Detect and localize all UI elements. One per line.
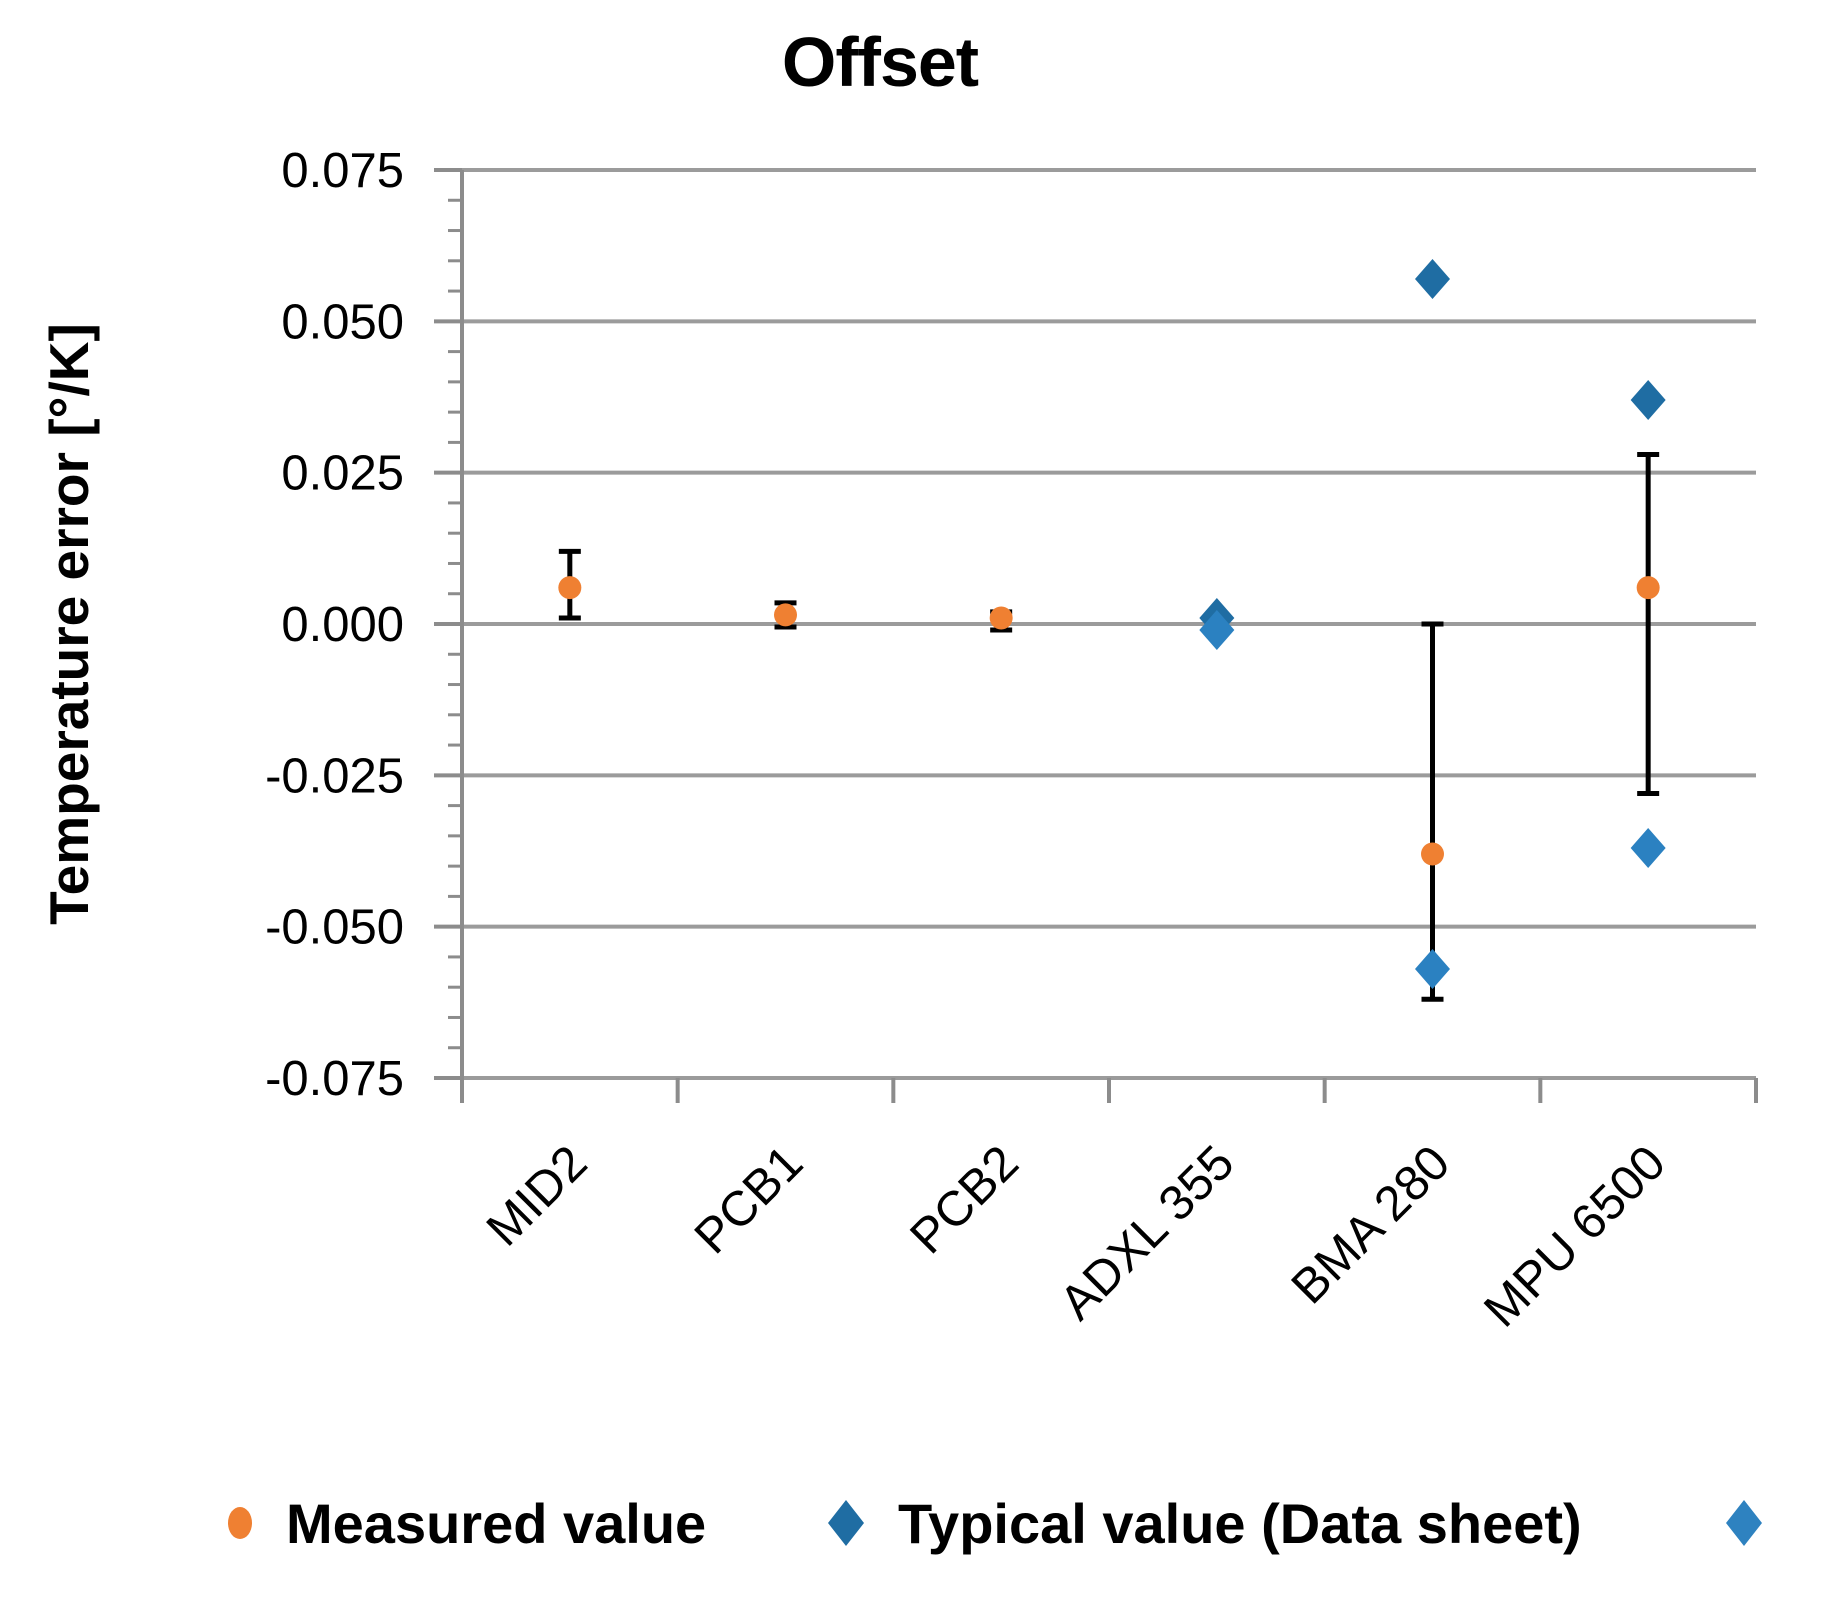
legend-circle-marker-icon bbox=[228, 1507, 252, 1539]
typical-point-lower bbox=[1630, 827, 1666, 868]
measured-point bbox=[1421, 842, 1444, 866]
typical-point-upper bbox=[1630, 380, 1666, 421]
legend-item: Measured value bbox=[228, 1486, 706, 1560]
y-tick-label: 0.000 bbox=[281, 598, 404, 652]
legend-item: Typical value (Data sheet) bbox=[828, 1486, 1582, 1560]
legend-diamond-marker-icon bbox=[828, 1500, 864, 1546]
measured-point bbox=[558, 576, 582, 600]
measured-point bbox=[774, 603, 797, 627]
y-tick-label: 0.050 bbox=[281, 295, 404, 349]
legend: Measured value Typical value (Data sheet) bbox=[0, 1486, 1829, 1560]
category-label: MPU 6500 bbox=[1474, 1136, 1676, 1338]
y-tick-label: 0.025 bbox=[281, 447, 404, 501]
measured-point bbox=[1636, 576, 1660, 600]
legend-label: Measured value bbox=[286, 1491, 707, 1555]
category-label: BMA 280 bbox=[1281, 1136, 1460, 1315]
y-tick-label: -0.075 bbox=[265, 1052, 404, 1106]
y-tick-label: -0.025 bbox=[265, 749, 404, 803]
category-label: PCB1 bbox=[685, 1136, 814, 1265]
category-label: PCB2 bbox=[900, 1136, 1029, 1265]
legend-item bbox=[1726, 1486, 1762, 1560]
y-tick-label: 0.075 bbox=[281, 144, 404, 198]
legend-diamond-marker-icon bbox=[1726, 1500, 1762, 1546]
y-tick-label: -0.050 bbox=[265, 901, 404, 955]
typical-point-upper bbox=[1415, 258, 1450, 299]
category-label: ADXL 355 bbox=[1050, 1136, 1245, 1331]
measured-point bbox=[989, 606, 1013, 630]
chart-title: Offset bbox=[781, 23, 979, 101]
typical-point-lower bbox=[1199, 610, 1235, 651]
typical-point-lower bbox=[1415, 949, 1450, 990]
legend-label: Typical value (Data sheet) bbox=[898, 1491, 1582, 1555]
category-label: MID2 bbox=[477, 1136, 598, 1257]
